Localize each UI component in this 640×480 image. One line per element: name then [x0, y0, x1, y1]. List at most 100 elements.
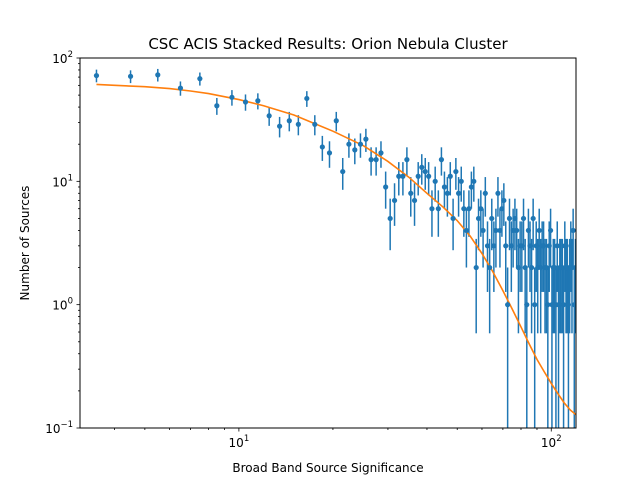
data-point	[378, 150, 384, 156]
data-point	[266, 113, 272, 119]
data-point	[549, 302, 555, 308]
data-point	[404, 157, 410, 163]
data-point	[484, 243, 491, 249]
data-point	[453, 168, 459, 175]
data-point	[571, 302, 576, 308]
data-point	[458, 178, 464, 184]
data-point	[506, 215, 513, 222]
plot-frame	[79, 57, 577, 429]
data-point	[127, 73, 134, 79]
data-point	[515, 264, 522, 271]
data-point	[463, 227, 470, 234]
data-point	[368, 157, 374, 163]
data-point	[408, 190, 414, 196]
data-point	[572, 264, 576, 271]
data-point	[520, 215, 527, 222]
data-point	[93, 72, 100, 79]
data-point	[373, 157, 379, 163]
data-point	[471, 178, 477, 184]
y-tick-label: 100	[52, 297, 73, 313]
data-point	[444, 190, 450, 196]
data-point	[536, 227, 542, 234]
data-point	[532, 302, 538, 308]
data-point	[177, 85, 184, 91]
data-point	[426, 173, 432, 179]
x-tick-label: 101	[229, 434, 250, 450]
data-point	[555, 302, 562, 308]
data-point	[340, 168, 346, 175]
data-point	[419, 164, 425, 170]
data-point	[447, 173, 453, 179]
data-point	[304, 95, 310, 102]
data-point	[528, 264, 535, 271]
data-point	[546, 243, 552, 249]
data-point	[468, 184, 474, 190]
data-point	[387, 215, 393, 222]
x-tick-label: 102	[541, 434, 562, 450]
data-point	[533, 243, 539, 249]
data-point	[568, 243, 574, 249]
data-point	[255, 98, 261, 104]
data-point	[508, 243, 514, 249]
data-point	[499, 206, 505, 212]
data-point	[295, 121, 301, 127]
chart-title: CSC ACIS Stacked Results: Orion Nebula C…	[148, 35, 508, 53]
data-point	[482, 190, 488, 196]
data-point	[527, 243, 533, 249]
data-point	[415, 173, 421, 179]
data-point	[396, 173, 402, 179]
data-point	[478, 206, 484, 212]
data-point	[326, 150, 333, 156]
data-point	[450, 215, 456, 222]
data-point	[480, 227, 486, 234]
y-tick-label: 101	[52, 173, 73, 189]
y-tick-label: 102	[52, 50, 73, 66]
data-point	[432, 178, 438, 184]
data-point	[489, 215, 495, 222]
data-point	[543, 264, 550, 271]
data-point	[429, 206, 435, 212]
data-point	[473, 264, 479, 271]
data-point	[493, 227, 499, 234]
data-point	[197, 76, 203, 82]
data-point	[441, 184, 448, 190]
data-point	[495, 190, 501, 196]
x-axis-label: Broad Band Source Significance	[232, 461, 423, 475]
data-point	[565, 302, 572, 308]
data-point	[519, 243, 525, 249]
data-point	[547, 227, 554, 234]
data-point	[346, 141, 352, 147]
y-axis-label: Number of Sources	[18, 186, 32, 301]
data-point	[562, 243, 568, 249]
data-point	[333, 118, 339, 124]
data-point	[497, 227, 503, 234]
data-point	[319, 144, 325, 150]
data-point	[538, 264, 544, 271]
data-point	[552, 264, 558, 271]
series-layer	[93, 68, 576, 428]
data-point	[491, 243, 497, 249]
data-point	[277, 123, 283, 129]
data-point	[501, 197, 507, 204]
ticks-layer: 101 102 10−1 100 101 102	[45, 50, 561, 450]
data-point	[559, 264, 565, 271]
data-point	[391, 197, 398, 204]
data-point	[229, 94, 235, 100]
data-point	[352, 147, 358, 153]
data-point	[505, 302, 511, 308]
data-point	[540, 243, 547, 249]
data-point	[312, 121, 318, 127]
data-point	[554, 243, 560, 249]
data-point	[422, 168, 428, 175]
y-tick-label: 10−1	[45, 420, 73, 436]
data-point	[363, 136, 369, 142]
data-point	[242, 99, 249, 105]
data-point	[545, 302, 551, 308]
data-point	[487, 264, 493, 271]
data-point	[455, 190, 462, 196]
data-point	[461, 206, 467, 212]
data-point	[530, 215, 536, 222]
data-point	[503, 243, 509, 249]
data-point	[383, 184, 389, 190]
